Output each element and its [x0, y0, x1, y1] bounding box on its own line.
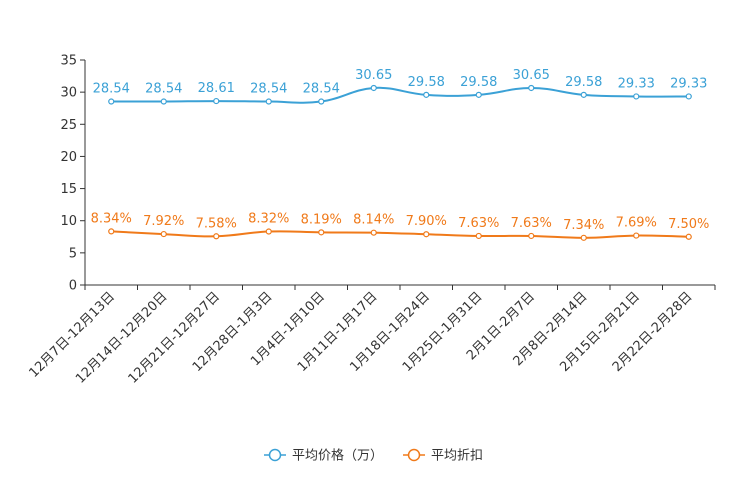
series-1-data-label: 7.69%	[616, 216, 657, 231]
data-labels: 28.54 28.54 28.61 28.54 28.54 30.65 29.58 29.58…	[91, 68, 710, 233]
series-0-point[interactable]	[633, 93, 640, 100]
series-1-point[interactable]	[580, 234, 587, 241]
legend-marker-icon	[268, 448, 282, 462]
series-1-point[interactable]	[108, 228, 115, 235]
x-tick-label: 12月14日-12月20日	[73, 289, 170, 386]
x-tick-label: 12月7日-12月13日	[26, 289, 118, 381]
y-tick-label: 5	[69, 246, 77, 261]
x-tick-label: 12月21日-12月27日	[126, 289, 223, 386]
series-1-point[interactable]	[475, 232, 482, 240]
y-tick-label: 25	[60, 118, 77, 133]
series-1-data-label: 8.34%	[91, 211, 132, 226]
series-0-data-label: 29.33	[670, 76, 707, 91]
series-0-line	[111, 86, 689, 104]
y-tick-label: 35	[60, 54, 77, 69]
series-1-point[interactable]	[633, 232, 640, 239]
legend-marker-icon	[407, 448, 421, 462]
y-tick-label: 0	[69, 279, 77, 294]
series-0-data-label: 29.33	[618, 76, 655, 91]
series-1-data-label: 7.58%	[196, 216, 237, 231]
series-0-data-label: 30.65	[355, 68, 392, 83]
series-0-data-label: 28.61	[198, 81, 235, 96]
series-1-point[interactable]	[160, 230, 167, 238]
series-1-point[interactable]	[528, 232, 535, 240]
series-1-point[interactable]	[370, 229, 377, 236]
legend-label: 平均价格（万）	[292, 448, 383, 464]
series-1-point[interactable]	[423, 231, 430, 238]
series-0-point[interactable]	[423, 91, 430, 98]
legend[interactable]: 平均价格（万） 平均折扣	[264, 448, 483, 464]
legend-item-1[interactable]: 平均折扣	[403, 449, 483, 464]
series-0-point[interactable]	[685, 93, 692, 100]
series-0-point[interactable]	[475, 91, 482, 98]
series-0-point[interactable]	[160, 98, 167, 105]
legend-item-0[interactable]: 平均价格（万）	[264, 448, 383, 464]
series-0-data-label: 28.54	[93, 82, 130, 97]
series-0-data-label: 28.54	[250, 82, 287, 97]
series-1-data-label: 8.32%	[248, 212, 289, 227]
series-0-point[interactable]	[108, 98, 115, 105]
series-0-data-label: 30.65	[513, 68, 550, 83]
series-1-point[interactable]	[213, 233, 220, 240]
series-0-point[interactable]	[318, 98, 325, 105]
series-1-data-label: 8.19%	[301, 212, 342, 227]
series-1-point[interactable]	[265, 228, 272, 235]
y-tick-label: 30	[60, 86, 77, 101]
y-tick-label: 15	[60, 182, 77, 197]
series-1-data-label: 7.92%	[143, 214, 184, 229]
y-tick-label: 10	[60, 214, 77, 229]
series-0-data-label: 29.58	[565, 75, 602, 90]
series-1-data-label: 7.90%	[406, 214, 447, 229]
series-0-point[interactable]	[370, 84, 377, 92]
legend-label: 平均折扣	[431, 449, 483, 464]
series-0-data-label: 29.58	[408, 75, 445, 90]
series-1-data-label: 8.14%	[353, 213, 394, 228]
series-0-data-label: 28.54	[303, 82, 340, 97]
series-1-data-label: 7.50%	[668, 217, 709, 232]
series-0-data-label: 28.54	[145, 82, 182, 97]
series-1-data-label: 7.63%	[458, 216, 499, 231]
y-tick-label: 20	[60, 150, 77, 165]
series-0-point[interactable]	[265, 98, 272, 105]
series-0-data-label: 29.58	[460, 75, 497, 90]
series-0-point[interactable]	[213, 97, 220, 105]
series-0-point[interactable]	[580, 91, 587, 98]
series-1-data-label: 7.34%	[563, 218, 604, 233]
series-1-data-label: 7.63%	[511, 216, 552, 231]
series-1-line	[111, 230, 689, 239]
series-lines	[108, 84, 692, 241]
series-1-point[interactable]	[318, 229, 325, 236]
series-0-point[interactable]	[528, 84, 535, 92]
series-1-point[interactable]	[685, 233, 692, 240]
